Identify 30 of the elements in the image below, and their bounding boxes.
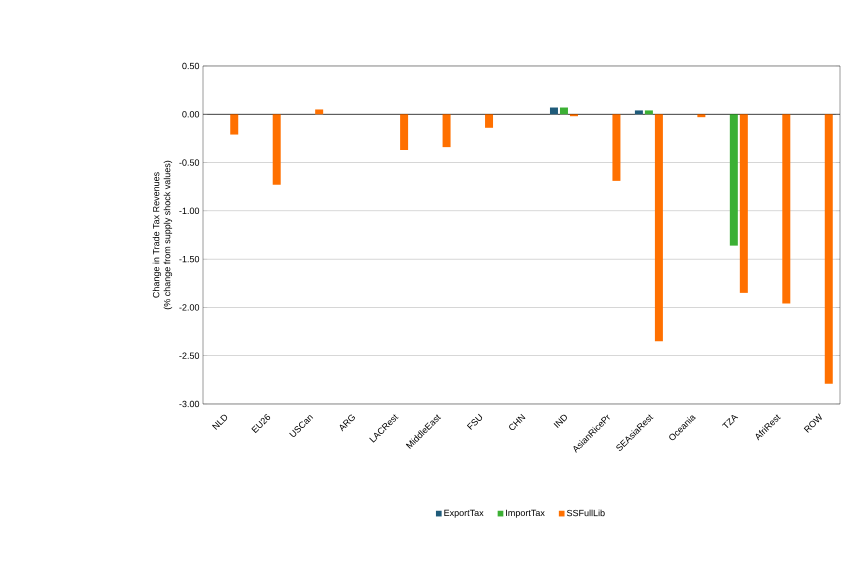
bar [634, 110, 643, 114]
bar [730, 114, 738, 246]
bar [230, 114, 238, 135]
y-tick-label: -3.00 [179, 400, 200, 408]
bar [560, 108, 568, 114]
bar [550, 108, 558, 114]
bar [400, 114, 408, 150]
legend-label: SSFullLib [566, 510, 605, 516]
y-tick-label: 0.00 [182, 111, 200, 118]
x-tick-label: TZA [722, 415, 738, 428]
y-tick-label: 0.50 [182, 62, 200, 70]
y-tick-label: -2.00 [179, 304, 200, 311]
bar [612, 114, 620, 181]
y-axis-title: Change in Trade Tax Revenues (% change from supply shock values) [152, 160, 172, 310]
bar [644, 110, 653, 114]
legend-label: ImportTax [506, 510, 545, 518]
bar [824, 114, 833, 384]
bar [272, 114, 281, 185]
y-tick-label: -2.50 [179, 352, 200, 359]
bar [740, 114, 748, 293]
bar [654, 114, 663, 342]
legend-label: ExportTax [444, 510, 484, 518]
bar [485, 114, 494, 128]
y-tick-label: -1.50 [179, 256, 200, 262]
bar [315, 109, 324, 114]
bar [442, 114, 451, 148]
y-tick-label: -0.50 [179, 159, 200, 166]
x-tick-label: IND [554, 414, 567, 428]
y-tick-label: -1.00 [179, 208, 200, 214]
bar [782, 114, 790, 304]
